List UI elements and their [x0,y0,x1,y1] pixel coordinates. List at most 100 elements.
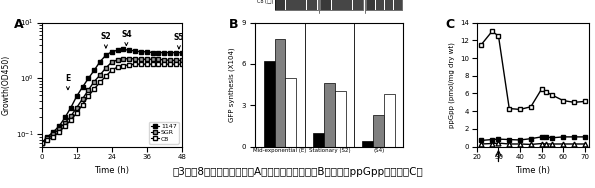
SGR [131,58,139,60]
SGR [126,58,133,60]
Bar [313,133,324,147]
C8 [67,119,74,121]
1147 [61,116,68,119]
SGR [61,122,68,124]
1147 [38,142,45,144]
C8 [50,136,57,138]
1147 [161,52,168,54]
Text: C: C [446,18,455,31]
C8 [73,112,80,114]
C8 [131,63,139,65]
Bar [264,61,274,147]
1147 [50,131,57,133]
SGR [38,142,45,144]
SGR [137,58,145,60]
Text: 図3．　8段育種株の生育（A）、蛋白質合成能（B）およびppGpp蓄積能（C）: 図3． 8段育種株の生育（A）、蛋白質合成能（B）およびppGpp蓄積能（C） [172,167,423,177]
C8 [149,63,156,65]
1147 [85,77,92,80]
Bar [274,39,286,147]
SGR [155,58,162,60]
1147 [44,136,51,138]
C8 [44,139,51,141]
Bar [384,94,395,147]
SGR [161,59,168,61]
1147 [73,95,80,97]
Y-axis label: ppGpp (pmol/mg dry wt): ppGpp (pmol/mg dry wt) [448,42,455,127]
1147 [149,52,156,54]
Text: B: B [228,18,238,31]
Bar [324,83,335,147]
Line: 1147: 1147 [39,47,184,145]
1147 [67,106,74,109]
C8 [79,103,86,106]
SGR [114,59,121,61]
C8 [178,63,186,65]
Legend: 1147, SGR, C8: 1147, SGR, C8 [149,122,178,143]
1147 [96,61,104,63]
Line: SGR: SGR [39,57,184,145]
Y-axis label: Growth(OD450): Growth(OD450) [2,55,11,115]
SGR [50,133,57,135]
SGR [149,58,156,60]
C8 [137,63,145,65]
Y-axis label: GFP synthesis (X104): GFP synthesis (X104) [229,47,236,122]
1147 [137,51,145,53]
C8 [173,63,180,65]
SGR [167,59,174,61]
SGR [79,98,86,100]
X-axis label: Time (h): Time (h) [94,166,129,175]
C8 [96,81,104,83]
SGR [90,80,98,83]
Text: E: E [65,74,71,90]
1147 [108,51,115,53]
Bar [362,141,373,147]
C8 [120,64,127,67]
C8 [85,95,92,97]
1147 [102,54,109,56]
SGR [44,137,51,139]
Text: S4: S4 [121,30,131,45]
SGR [85,89,92,91]
C8 [155,63,162,65]
Bar [335,92,346,147]
C8 [102,75,109,77]
1147 [173,52,180,54]
1147 [79,86,86,88]
1147 [178,52,186,54]
1147 [167,52,174,54]
X-axis label: Time (h): Time (h) [515,166,550,175]
SGR [108,61,115,63]
1147 [155,52,162,54]
C8 [61,125,68,127]
C8 [108,69,115,71]
Text: S2: S2 [101,32,111,48]
SGR [55,128,62,130]
SGR [102,67,109,69]
Line: C8: C8 [39,62,184,145]
SGR [173,59,180,61]
C8 [161,63,168,65]
Text: A: A [14,18,23,31]
C8 [38,142,45,144]
SGR [73,106,80,109]
1147 [143,51,151,53]
1147 [131,50,139,52]
SGR [67,115,74,117]
C8 [167,63,174,65]
1147 [120,48,127,51]
1147 [126,49,133,51]
C8 [126,64,133,66]
Bar [286,78,296,147]
1147 [55,125,62,127]
SGR [96,74,104,76]
Text: S5: S5 [174,33,184,49]
C8 [143,63,151,65]
SGR [120,58,127,60]
SGR [143,58,151,60]
1147 [114,49,121,51]
Bar [373,115,384,147]
C8 [114,66,121,68]
C8 [55,131,62,133]
SGR [178,59,186,61]
C8 [90,88,98,90]
